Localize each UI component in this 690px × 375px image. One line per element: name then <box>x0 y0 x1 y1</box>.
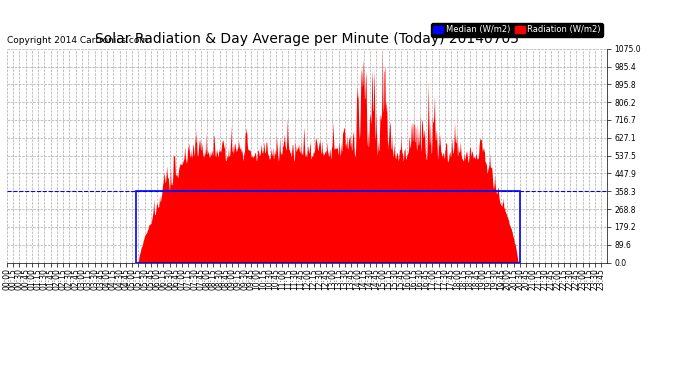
Title: Solar Radiation & Day Average per Minute (Today) 20140705: Solar Radiation & Day Average per Minute… <box>95 32 519 46</box>
Bar <box>136 191 520 262</box>
Text: Copyright 2014 Cartronics.com: Copyright 2014 Cartronics.com <box>7 36 148 45</box>
Legend: Median (W/m2), Radiation (W/m2): Median (W/m2), Radiation (W/m2) <box>431 23 603 37</box>
